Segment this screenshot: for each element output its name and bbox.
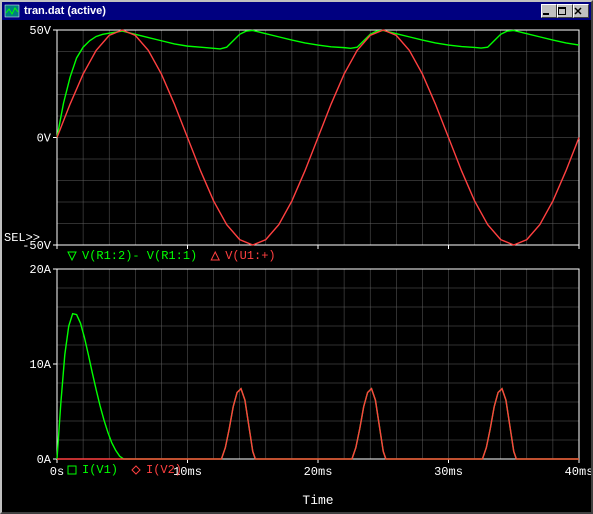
plot-canvas: -50V0V50V0A10A20A0s10ms20ms30ms40msSEL>>… <box>2 20 591 512</box>
close-button[interactable] <box>573 4 589 18</box>
svg-text:I(V1): I(V1) <box>82 463 118 477</box>
svg-text:V(R1:2)- V(R1:1): V(R1:2)- V(R1:1) <box>82 249 197 263</box>
svg-text:I(V2): I(V2) <box>146 463 182 477</box>
svg-text:10A: 10A <box>29 358 51 372</box>
svg-text:0V: 0V <box>37 132 52 146</box>
plot-area[interactable]: -50V0V50V0A10A20A0s10ms20ms30ms40msSEL>>… <box>2 20 591 512</box>
titlebar: tran.dat (active) <box>2 2 591 20</box>
svg-text:Time: Time <box>302 493 333 508</box>
app-icon <box>4 3 20 19</box>
svg-text:30ms: 30ms <box>434 465 463 479</box>
svg-text:40ms: 40ms <box>565 465 591 479</box>
svg-text:20A: 20A <box>29 263 51 277</box>
svg-text:0s: 0s <box>50 465 64 479</box>
minimize-button[interactable] <box>541 4 557 18</box>
svg-text:SEL>>: SEL>> <box>4 231 40 245</box>
maximize-button[interactable] <box>557 4 573 18</box>
plot-window: tran.dat (active) -50V0V50V0A10A20A0s10m… <box>0 0 593 514</box>
svg-text:20ms: 20ms <box>304 465 333 479</box>
window-title: tran.dat (active) <box>24 5 541 17</box>
svg-text:50V: 50V <box>29 24 51 38</box>
svg-text:V(U1:+): V(U1:+) <box>225 249 275 263</box>
